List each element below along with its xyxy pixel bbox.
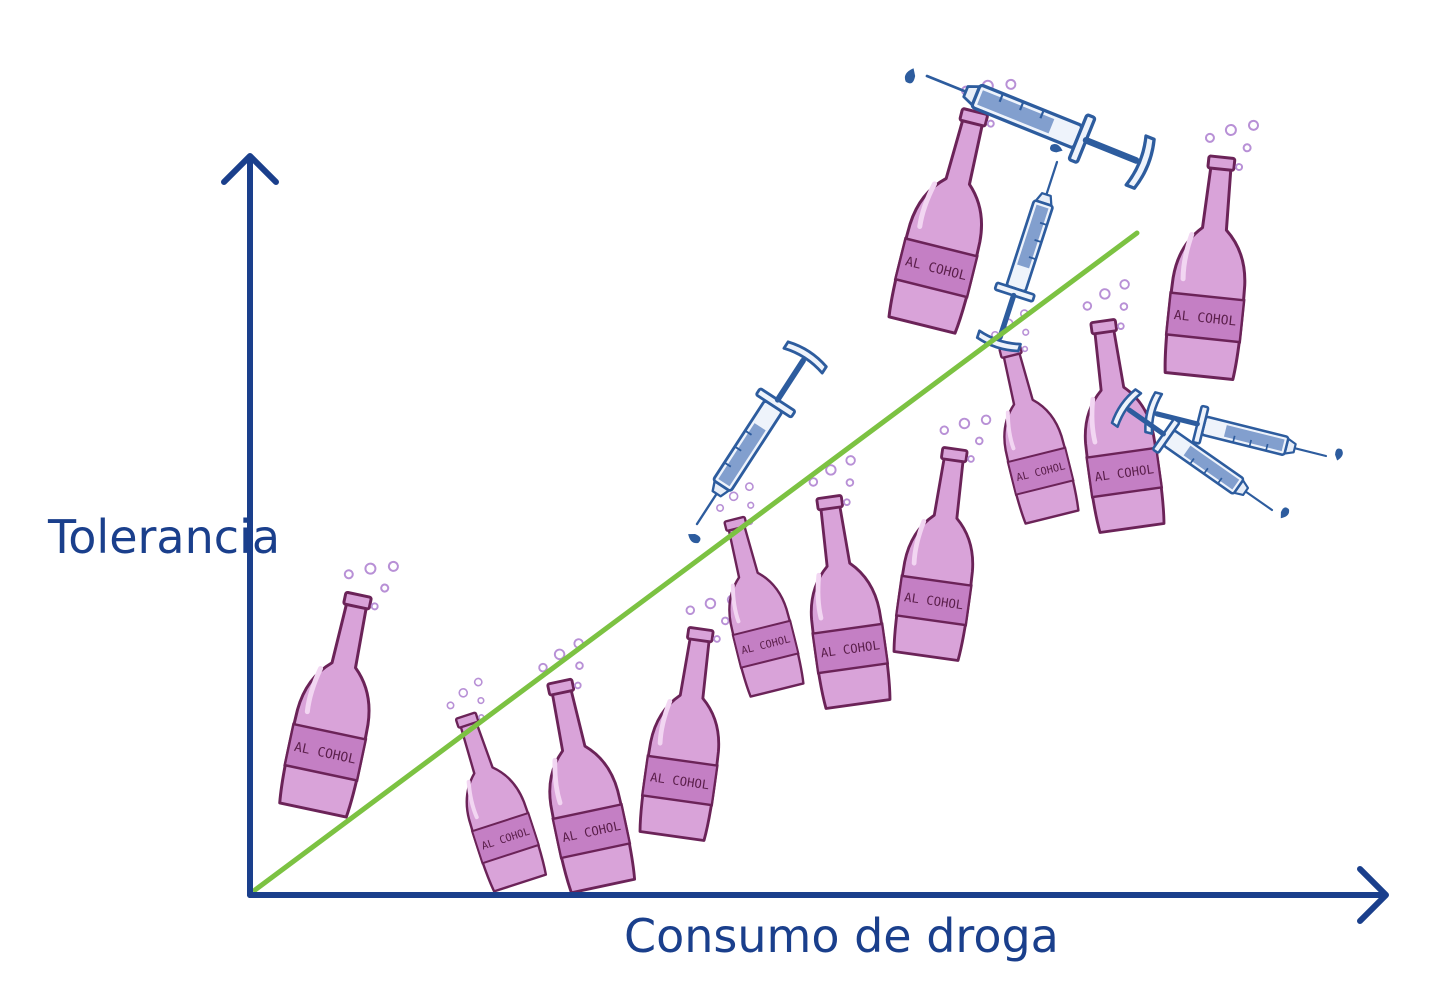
y-axis-label: Tolerancia [47,510,280,564]
drop-icon [1335,448,1343,461]
y-axis [221,153,279,898]
syringe-icon [976,144,1082,354]
alcohol-bottle-icon: AL COHOL [886,64,1021,334]
alcohol-bottle-icon: AL COHOL [517,638,637,894]
drop-icon [1280,507,1290,519]
alcohol-bottle-icon: AL COHOL [277,548,403,817]
y-axis-arrow-icon [221,153,279,185]
alcohol-bottle-icon: AL COHOL [891,407,995,661]
alcohol-bottle-icon: AL COHOL [698,481,806,697]
syringe-icon [1143,392,1343,480]
series-line-trend [252,230,1140,893]
alcohol-bottle-icon: AL COHOL [789,455,893,709]
drop-icon [1050,144,1063,153]
alcohol-bottle-icon: AL COHOL [973,308,1081,524]
alcohol-bottle-icon: AL COHOL [637,587,741,841]
drop-icon [688,534,701,544]
alcohol-bottle-icon: AL COHOL [1063,279,1167,533]
bottle-label: AL COHOL [1173,308,1237,329]
syringe-icon [1110,388,1290,536]
x-axis-arrow-icon [1357,866,1389,924]
alcohol-bottle-icon: AL COHOL [428,676,548,892]
x-axis-label: Consumo de droga [624,909,1059,963]
alcohol-bottle-icon: AL COHOL [1162,114,1263,380]
syringe-icon [904,44,1158,190]
drop-icon [904,68,916,84]
syringe-icon [668,339,828,544]
x-axis [247,866,1389,924]
